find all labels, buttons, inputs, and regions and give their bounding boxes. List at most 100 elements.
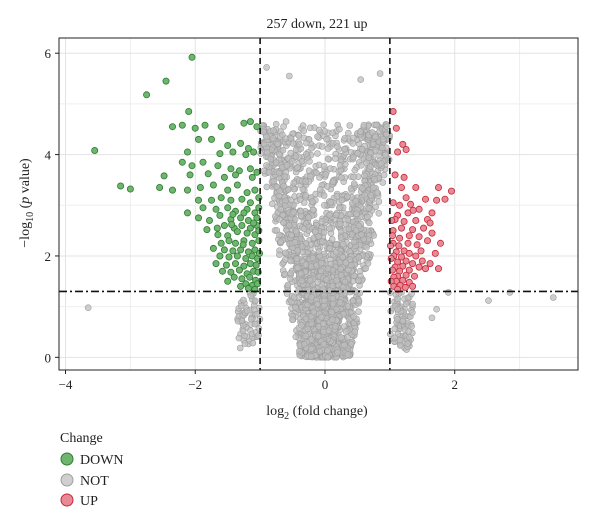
point-not — [287, 149, 295, 157]
point-not — [313, 169, 320, 177]
point-not — [361, 191, 369, 199]
point-down — [183, 209, 191, 217]
point-not — [397, 342, 404, 349]
point-not — [308, 320, 316, 328]
point-not — [247, 315, 255, 323]
point-up — [423, 237, 431, 245]
point-not — [338, 334, 345, 341]
point-up — [415, 233, 423, 241]
x-tick-label: 2 — [451, 377, 458, 392]
point-down — [224, 141, 232, 149]
point-down — [188, 162, 196, 170]
point-not — [351, 166, 359, 174]
point-not — [326, 211, 333, 219]
point-not — [365, 205, 373, 212]
point-not — [299, 186, 307, 193]
point-not — [549, 294, 557, 301]
point-not — [346, 122, 354, 129]
point-not — [333, 192, 341, 200]
point-down — [233, 228, 241, 236]
point-not — [332, 323, 339, 330]
point-down — [117, 182, 125, 190]
point-up — [400, 217, 408, 225]
point-not — [333, 276, 340, 284]
point-not — [355, 277, 362, 284]
point-up — [418, 257, 426, 265]
point-down — [178, 121, 186, 129]
point-down — [191, 124, 199, 132]
point-down — [214, 162, 222, 170]
point-not — [296, 196, 304, 203]
point-not — [376, 70, 384, 77]
point-not — [404, 340, 412, 347]
point-not — [365, 154, 373, 161]
point-not — [506, 289, 514, 296]
point-down — [222, 261, 230, 269]
point-not — [339, 240, 347, 248]
x-axis-ticks: −4 −2 0 2 — [59, 370, 458, 392]
point-up — [412, 183, 420, 191]
point-not — [331, 155, 339, 162]
point-down — [240, 119, 248, 127]
point-not — [324, 353, 332, 361]
point-not — [350, 173, 357, 181]
point-down — [248, 173, 256, 181]
point-up — [409, 226, 417, 234]
point-not — [300, 127, 308, 134]
point-not — [405, 328, 412, 335]
point-not — [316, 186, 324, 193]
point-down — [243, 229, 251, 237]
point-up — [399, 140, 407, 148]
point-not — [327, 260, 335, 268]
point-not — [337, 271, 345, 279]
point-down — [240, 209, 248, 217]
point-not — [296, 347, 303, 355]
point-not — [325, 327, 333, 335]
point-not — [304, 301, 311, 309]
point-up — [405, 249, 413, 257]
point-up — [436, 239, 444, 247]
point-down — [246, 224, 254, 232]
x-axis-title-sub: 2 — [284, 411, 289, 422]
point-not — [355, 254, 363, 261]
y-tick-label: 0 — [45, 350, 52, 365]
x-tick-label: −4 — [59, 377, 73, 392]
point-not — [302, 178, 309, 185]
point-not — [294, 264, 302, 272]
point-down — [238, 195, 246, 203]
point-not — [329, 178, 337, 186]
point-not — [334, 349, 341, 356]
point-not — [317, 259, 325, 267]
point-down — [250, 148, 258, 156]
point-not — [344, 350, 352, 358]
point-down — [204, 170, 212, 178]
legend-key-down — [60, 452, 74, 466]
point-not — [319, 320, 327, 328]
point-not — [375, 198, 383, 205]
point-up — [434, 265, 442, 273]
point-not — [309, 254, 317, 262]
point-not — [375, 210, 383, 217]
y-axis-ticks: 0 2 4 6 — [45, 46, 59, 365]
point-up — [405, 266, 413, 274]
point-not — [276, 251, 283, 258]
point-not — [336, 204, 343, 212]
point-not — [444, 289, 452, 296]
point-down — [229, 148, 237, 156]
point-down — [231, 239, 239, 247]
point-up — [397, 183, 405, 191]
point-not — [354, 150, 361, 157]
point-up — [392, 124, 400, 132]
point-not — [318, 143, 326, 150]
point-down — [183, 148, 191, 156]
point-up — [396, 234, 404, 242]
point-not — [334, 143, 341, 150]
point-not — [332, 241, 340, 248]
point-up — [402, 257, 410, 265]
point-not — [383, 130, 390, 138]
point-not — [292, 227, 300, 235]
point-not — [308, 198, 316, 205]
point-not — [302, 332, 310, 340]
point-not — [350, 180, 358, 187]
